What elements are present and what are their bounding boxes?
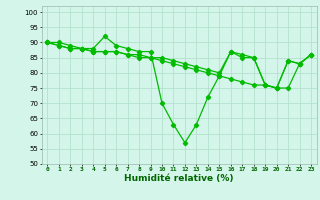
X-axis label: Humidité relative (%): Humidité relative (%) — [124, 174, 234, 183]
